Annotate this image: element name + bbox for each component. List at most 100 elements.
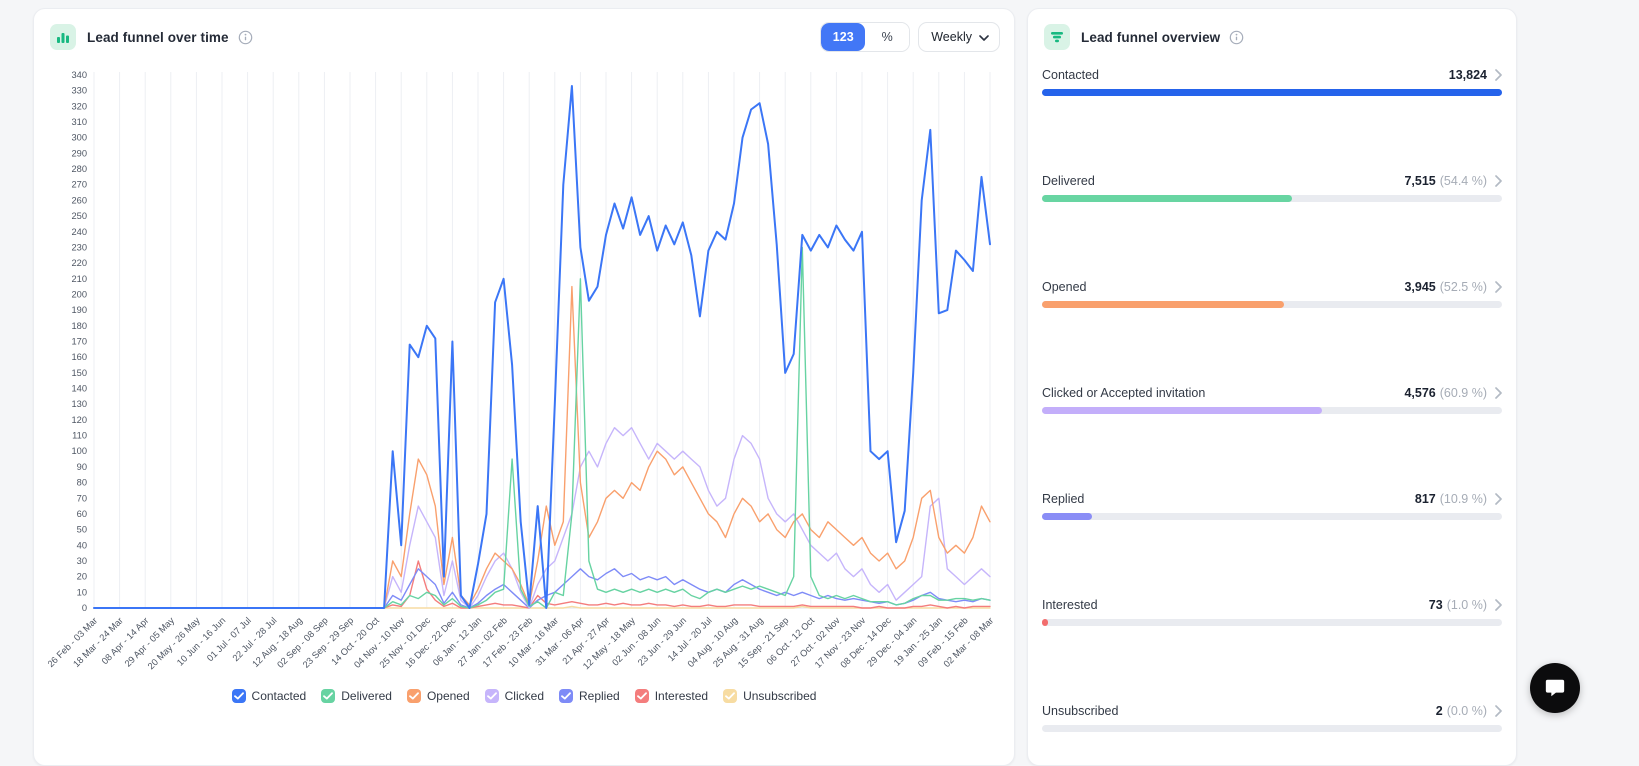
- legend-item-opened[interactable]: Opened: [406, 689, 470, 703]
- y-axis-label: 260: [71, 195, 87, 205]
- y-axis-label: 330: [71, 86, 87, 96]
- legend-label: Unsubscribed: [743, 689, 817, 703]
- funnel-row-clicked-or-accepted-invitation[interactable]: Clicked or Accepted invitation 4,576 (60.9…: [1042, 385, 1502, 491]
- chevron-right-icon[interactable]: [1495, 281, 1502, 293]
- funnel-row-value: 73: [1428, 598, 1443, 612]
- y-axis-label: 90: [77, 462, 87, 472]
- left-panel-title: Lead funnel over time: [87, 29, 229, 45]
- chat-widget-button[interactable]: [1530, 663, 1580, 713]
- legend-item-delivered[interactable]: Delivered: [321, 689, 392, 703]
- legend-checkbox-opened[interactable]: [406, 689, 421, 703]
- y-axis-label: 50: [77, 525, 87, 535]
- y-axis-label: 0: [82, 603, 87, 613]
- info-icon[interactable]: [238, 30, 253, 45]
- funnel-row-label: Opened: [1042, 280, 1087, 294]
- funnel-row-unsubscribed[interactable]: Unsubscribed 2 (0.0 %): [1042, 703, 1502, 765]
- funnel-progress-fill: [1042, 89, 1502, 96]
- left-panel-header: Lead funnel over time 123 % Weekly: [34, 9, 1014, 59]
- y-axis-label: 110: [72, 431, 87, 441]
- y-axis-label: 120: [71, 415, 87, 425]
- y-axis-label: 150: [71, 368, 87, 378]
- right-panel-title: Lead funnel overview: [1081, 29, 1221, 45]
- chevron-down-icon: [979, 30, 989, 44]
- funnel-row-value: 2: [1435, 704, 1443, 718]
- right-panel-header: Lead funnel overview: [1028, 9, 1516, 59]
- interval-dropdown[interactable]: Weekly: [918, 22, 1000, 52]
- chart-controls: 123 % Weekly: [820, 22, 1000, 52]
- legend-item-interested[interactable]: Interested: [634, 689, 709, 703]
- y-axis-label: 180: [71, 321, 87, 331]
- funnel-row-percent: (60.9 %): [1439, 386, 1487, 400]
- funnel-row-value: 7,515: [1404, 174, 1436, 188]
- funnel-row-value: 817: [1414, 492, 1436, 506]
- chevron-right-icon[interactable]: [1495, 599, 1502, 611]
- funnel-progress-track: [1042, 725, 1502, 732]
- value-format-toggle: 123 %: [820, 22, 911, 52]
- chevron-right-icon[interactable]: [1495, 705, 1502, 717]
- y-axis-label: 230: [71, 242, 87, 252]
- y-axis-label: 100: [71, 446, 87, 456]
- y-axis-label: 60: [77, 509, 87, 519]
- y-axis-label: 160: [71, 352, 87, 362]
- y-axis-label: 10: [77, 587, 87, 597]
- y-axis-label: 70: [77, 493, 87, 503]
- funnel-row-percent: (54.4 %): [1439, 174, 1487, 188]
- funnel-row-delivered[interactable]: Delivered 7,515 (54.4 %): [1042, 173, 1502, 279]
- funnel-row-interested[interactable]: Interested 73 (1.0 %): [1042, 597, 1502, 703]
- funnel-progress-track: [1042, 407, 1502, 414]
- legend-checkbox-clicked[interactable]: [484, 689, 499, 703]
- legend-item-unsubscribed[interactable]: Unsubscribed: [723, 689, 816, 703]
- y-axis-label: 320: [71, 101, 87, 111]
- funnel-row-percent: (0.0 %): [1446, 704, 1487, 718]
- chevron-right-icon[interactable]: [1495, 493, 1502, 505]
- funnel-row-contacted[interactable]: Contacted 13,824: [1042, 67, 1502, 173]
- y-axis-label: 310: [71, 117, 87, 127]
- legend-item-clicked[interactable]: Clicked: [484, 689, 544, 703]
- funnel-row-label: Interested: [1042, 598, 1098, 612]
- legend-checkbox-replied[interactable]: [559, 689, 573, 703]
- funnel-rows: Contacted 13,824 Delivered 7,515 (54.4 %) Ope…: [1028, 59, 1516, 765]
- funnel-progress-track: [1042, 301, 1502, 308]
- funnel-row-value: 4,576: [1404, 386, 1436, 400]
- funnel-row-percent: (10.9 %): [1439, 492, 1487, 506]
- legend-checkbox-interested[interactable]: [634, 689, 649, 703]
- y-axis-label: 280: [71, 164, 87, 174]
- chevron-right-icon[interactable]: [1495, 387, 1502, 399]
- legend-checkbox-contacted[interactable]: [231, 689, 246, 703]
- funnel-progress-fill: [1042, 195, 1293, 202]
- chevron-right-icon[interactable]: [1495, 175, 1502, 187]
- chart-icon: [50, 24, 76, 50]
- y-axis-label: 200: [71, 289, 87, 299]
- funnel-row-label: Contacted: [1042, 68, 1099, 82]
- y-axis-label: 270: [71, 180, 87, 190]
- legend-label: Interested: [654, 689, 709, 703]
- chevron-right-icon[interactable]: [1495, 69, 1502, 81]
- chart-legend: Contacted Delivered Opened Clicked Replied In…: [34, 689, 1014, 703]
- legend-checkbox-unsubscribed[interactable]: [723, 689, 738, 703]
- percent-toggle-button[interactable]: %: [865, 23, 910, 51]
- y-axis-label: 290: [71, 148, 87, 158]
- legend-checkbox-delivered[interactable]: [321, 689, 336, 703]
- funnel-progress-fill: [1042, 407, 1323, 414]
- funnel-row-opened[interactable]: Opened 3,945 (52.5 %): [1042, 279, 1502, 385]
- funnel-row-percent: (52.5 %): [1439, 280, 1487, 294]
- funnel-progress-track: [1042, 513, 1502, 520]
- legend-item-replied[interactable]: Replied: [559, 689, 620, 703]
- y-axis-label: 140: [71, 384, 87, 394]
- y-axis-label: 40: [77, 540, 87, 550]
- interval-label: Weekly: [931, 30, 972, 44]
- info-icon[interactable]: [1229, 30, 1244, 45]
- y-axis-label: 170: [71, 337, 87, 347]
- lead-funnel-over-time-panel: Lead funnel over time 123 % Weekly 26 Fe…: [33, 8, 1015, 766]
- legend-item-contacted[interactable]: Contacted: [231, 689, 306, 703]
- funnel-row-value: 3,945: [1404, 280, 1436, 294]
- series-line-contacted: [93, 85, 991, 609]
- y-axis-label: 130: [71, 399, 87, 409]
- counts-toggle-button[interactable]: 123: [821, 23, 866, 51]
- funnel-progress-fill: [1042, 513, 1093, 520]
- funnel-row-percent: (1.0 %): [1446, 598, 1487, 612]
- funnel-progress-track: [1042, 89, 1502, 96]
- y-axis-label: 80: [77, 478, 87, 488]
- funnel-row-replied[interactable]: Replied 817 (10.9 %): [1042, 491, 1502, 597]
